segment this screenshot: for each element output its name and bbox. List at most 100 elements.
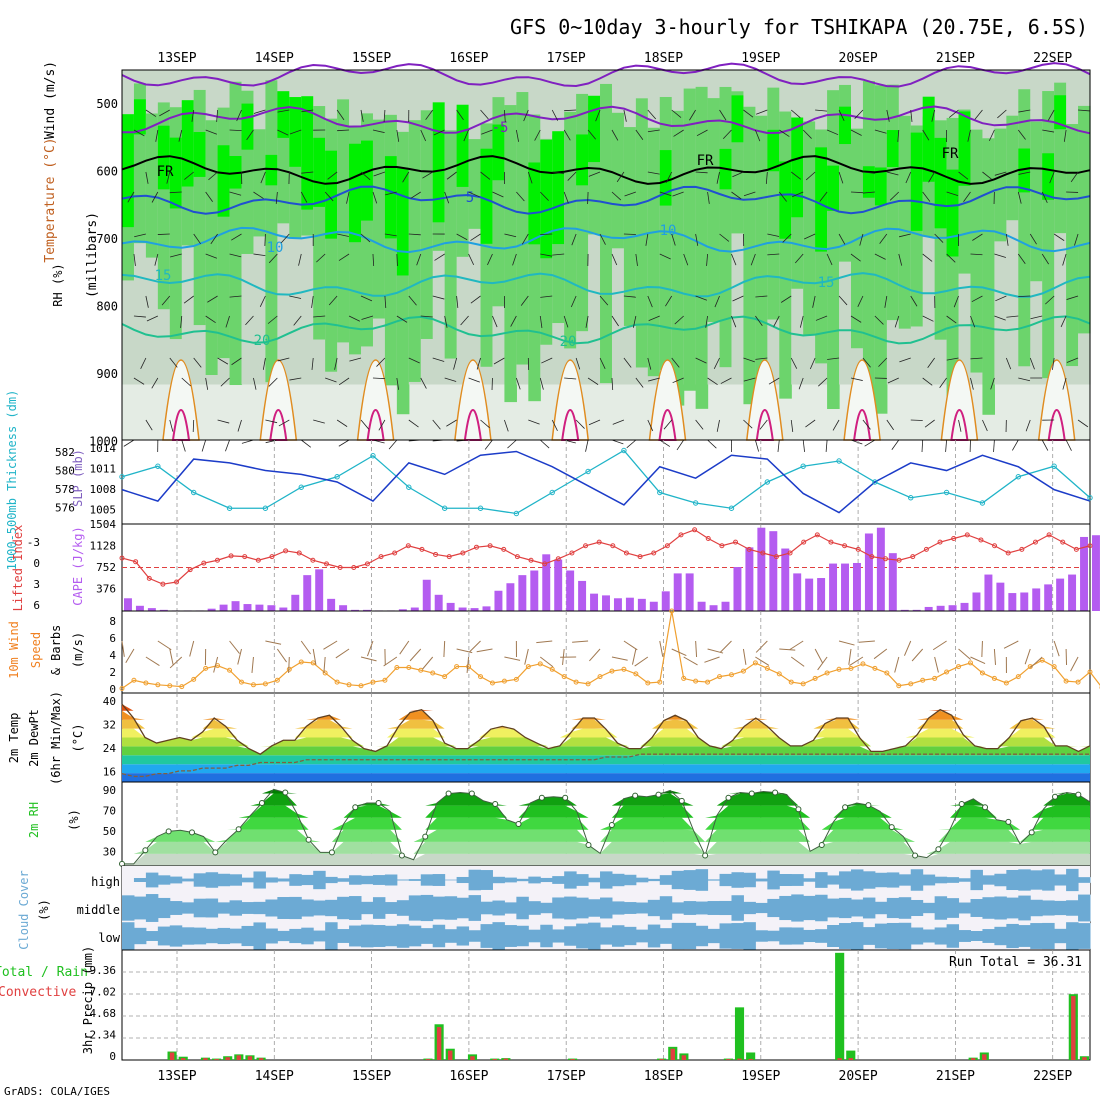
wind-barb [409, 648, 422, 662]
cloud-bar [970, 899, 983, 917]
upper-wind-barb [886, 419, 895, 431]
cloud-bar [671, 902, 685, 914]
cloud-bar [1030, 923, 1043, 949]
cloud-bar [1078, 923, 1091, 949]
upper-wind-barb [974, 109, 983, 120]
precip-convective-bar [503, 1058, 509, 1060]
upper-wind-barb [946, 315, 957, 324]
upper-wind-barb [563, 129, 571, 141]
lifted-index-point [269, 554, 275, 560]
lifted-index-point [392, 550, 398, 556]
cape-bar [637, 598, 646, 611]
rh-shade-mid [1030, 121, 1043, 282]
lifted-index-point [433, 551, 439, 557]
cloud-bar [301, 874, 314, 886]
upper-wind-barb [480, 109, 489, 120]
upper-wind-barb [229, 191, 242, 196]
upper-wind-barb [360, 233, 371, 243]
upper-wind-barb [127, 191, 135, 203]
lifted-index-point [514, 554, 520, 560]
rh-shade-mid [576, 93, 589, 332]
wind-speed-point [717, 674, 723, 680]
date-label-bottom: 14SEP [255, 1069, 294, 1084]
cloud-bar [671, 922, 685, 950]
hot-plume [561, 409, 580, 441]
upper-wind-barb [953, 295, 959, 308]
cloud-bar [743, 922, 756, 950]
temperature-contour [121, 62, 1091, 88]
upper-wind-barb [336, 419, 348, 427]
upper-wind-barb [850, 253, 861, 262]
cloud-bar [456, 926, 470, 946]
upper-wind-barb [878, 357, 888, 367]
date-label-top: 18SEP [644, 51, 683, 66]
rh-shade-mid [707, 98, 721, 323]
wind-barb [229, 640, 240, 654]
upper-wind-barb [444, 377, 457, 382]
thickness-point [406, 484, 412, 490]
upper-wind-barb [802, 129, 812, 139]
upper-wind-barb [133, 315, 146, 318]
upper-wind-barb [205, 253, 218, 259]
upper-wind-barb [225, 315, 230, 328]
upper-wind-barb [338, 253, 350, 261]
upper-wind-barb [934, 233, 944, 243]
wind-speed-point [645, 680, 651, 686]
cape-bar [912, 609, 921, 611]
upper-wind-barb [289, 295, 302, 299]
rh-shade-mid [755, 115, 768, 387]
cloud-level-label: middle [77, 903, 120, 917]
upper-wind-barb [647, 357, 652, 370]
wind-speed-point [908, 681, 914, 687]
cloud-bar [277, 878, 290, 882]
wind-speed-point [1051, 664, 1057, 670]
ylabel-temp-b: 2m DewPt [27, 709, 41, 767]
wind-barb [742, 648, 747, 665]
upper-wind-barb [838, 109, 845, 122]
warm-plume [454, 359, 492, 441]
thickness-point [262, 505, 269, 511]
wind-speed-point [155, 682, 161, 688]
rh-tick-label: 70 [103, 805, 116, 818]
upper-wind-barb [516, 191, 525, 202]
warm-plume [551, 359, 590, 441]
upper-wind-barb [798, 377, 804, 390]
upper-wind-barb [898, 253, 903, 266]
upper-wind-barb [510, 315, 517, 327]
warm-plume [940, 359, 979, 441]
rh-shade-bright [922, 96, 936, 182]
upper-wind-barb [237, 419, 242, 432]
cloud-bar [349, 925, 362, 947]
cape-bar [446, 602, 455, 611]
upper-wind-barb [1052, 357, 1055, 370]
upper-wind-barb [707, 191, 710, 204]
cape-bar [852, 562, 861, 611]
wind-speed-point [1063, 678, 1069, 684]
cape-bar [1056, 578, 1065, 611]
cloud-bar [432, 896, 446, 920]
cloud-bar [528, 876, 541, 884]
upper-wind-barb [183, 295, 194, 304]
cloud-bar [898, 922, 912, 950]
upper-wind-barb [1049, 171, 1055, 184]
cape-bar [566, 570, 575, 611]
cloud-bar [874, 901, 888, 915]
upper-wind-barb [1029, 233, 1037, 245]
cloud-bar [313, 930, 326, 942]
temp-band [122, 737, 1090, 747]
wind-barb [704, 656, 720, 663]
cloud-bar [552, 897, 565, 919]
upper-wind-barb [434, 253, 445, 261]
cape-bar [661, 591, 670, 611]
wind-speed-point [454, 664, 460, 670]
precip-total-bar [835, 952, 845, 1060]
upper-wind-barb [396, 253, 398, 267]
cape-bar [590, 593, 599, 611]
upper-wind-barb [201, 439, 207, 452]
upper-wind-barb [663, 419, 673, 430]
rh-shade-mid [420, 110, 434, 339]
cloud-bar [827, 924, 840, 948]
cloud-bar [157, 897, 171, 919]
cloud-bar [492, 900, 505, 916]
cloud-bar [241, 925, 254, 947]
